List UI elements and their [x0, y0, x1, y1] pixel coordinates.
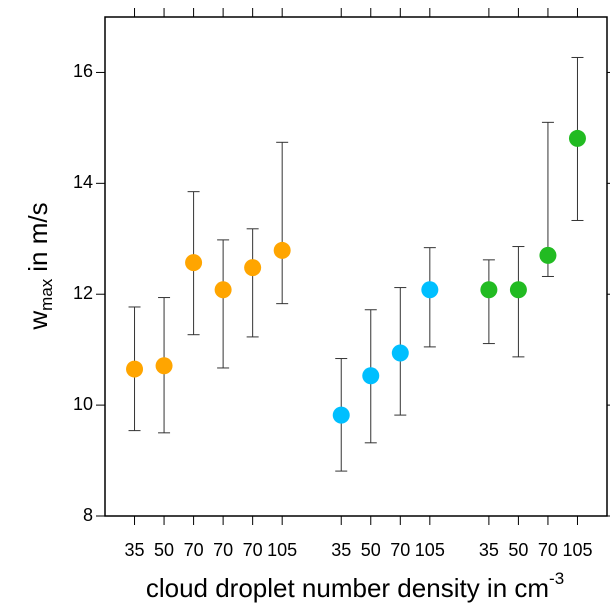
x-tick-label: 70	[184, 540, 204, 560]
y-label-rest: in m/s	[23, 202, 53, 271]
point	[244, 259, 262, 277]
point	[126, 360, 144, 378]
point	[185, 254, 203, 272]
point	[214, 281, 232, 299]
x-tick-label: 70	[390, 540, 410, 560]
point	[509, 281, 527, 299]
y-label-main: w	[23, 311, 53, 331]
x-label-sup: -3	[549, 569, 564, 588]
point	[155, 357, 173, 375]
x-axis-label: cloud droplet number density in cm-3	[146, 569, 564, 602]
x-tick-label: 105	[562, 540, 592, 560]
point	[539, 246, 557, 264]
x-tick-label: 50	[361, 540, 381, 560]
x-tick-label: 35	[331, 540, 351, 560]
point	[391, 344, 409, 362]
point	[362, 367, 380, 385]
y-label-sub: max	[37, 278, 56, 311]
x-tick-label: 35	[479, 540, 499, 560]
y-tick-label: 8	[83, 505, 93, 525]
x-label-text: cloud droplet number density in cm	[146, 573, 549, 603]
y-tick-label: 10	[73, 394, 93, 414]
x-tick-label: 50	[508, 540, 528, 560]
y-tick-label: 14	[73, 172, 93, 192]
x-tick-label: 105	[415, 540, 445, 560]
x-tick-label: 50	[154, 540, 174, 560]
plot-frame	[104, 16, 608, 517]
point	[421, 281, 439, 299]
x-tick-label: 70	[243, 540, 263, 560]
y-tick-label: 16	[73, 61, 93, 81]
point	[332, 406, 350, 424]
x-tick-label: 105	[267, 540, 297, 560]
x-tick-label: 70	[213, 540, 233, 560]
point	[273, 241, 291, 259]
point	[568, 129, 586, 147]
y-tick-label: 12	[73, 283, 93, 303]
point	[480, 281, 498, 299]
y-axis-label: wmax in m/s	[23, 202, 57, 330]
x-tick-label: 70	[538, 540, 558, 560]
x-tick-label: 35	[125, 540, 145, 560]
